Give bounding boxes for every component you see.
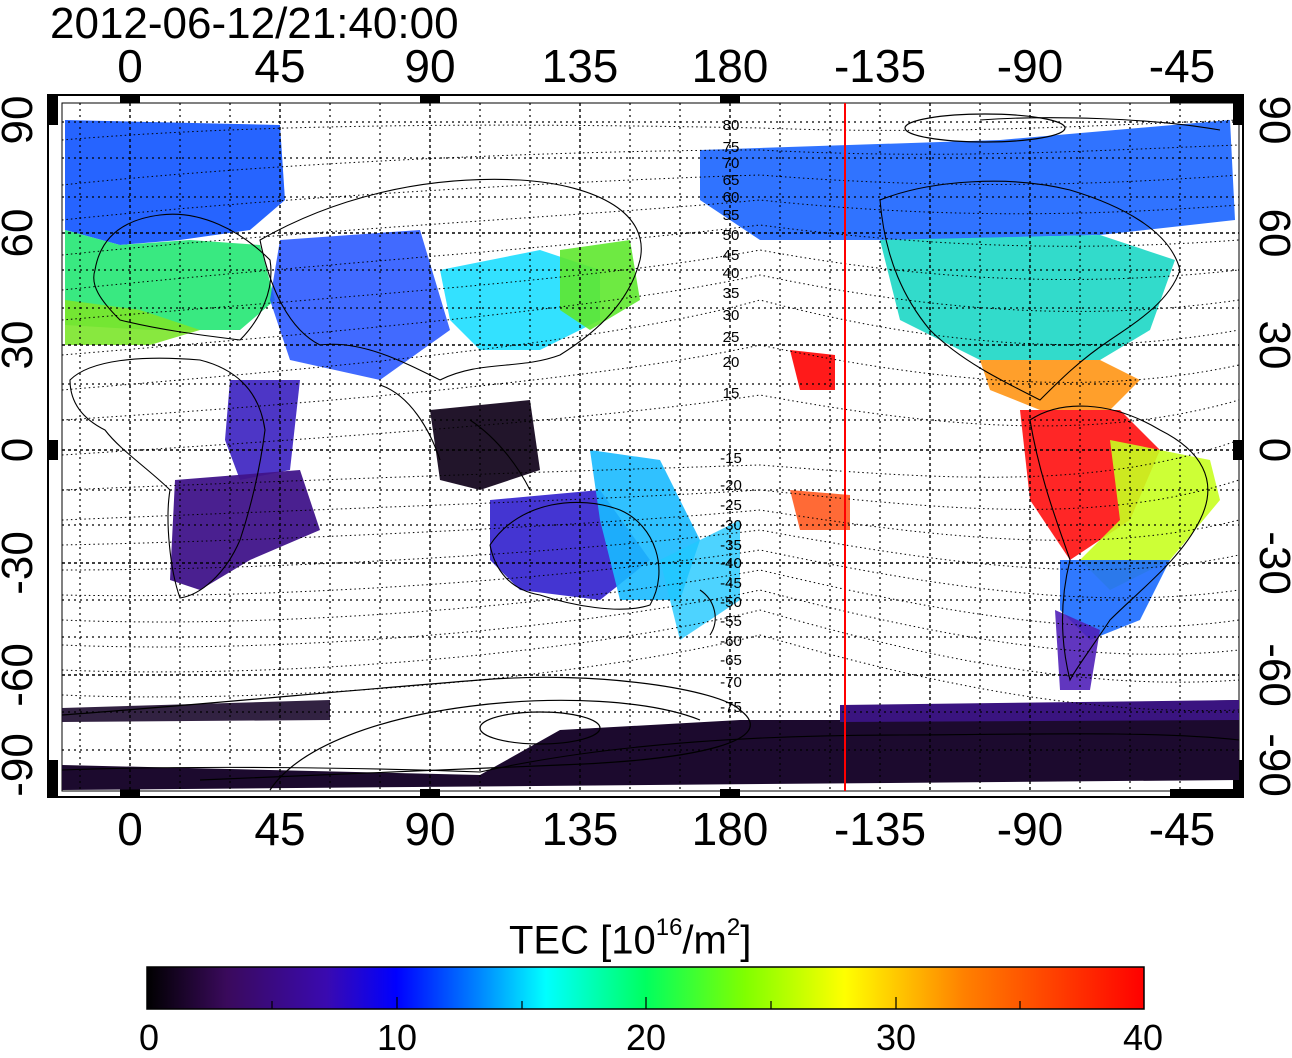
left-lat-label: -60 — [0, 643, 42, 707]
right-lat-labels: 90 60 30 0 -30 -60 -90 — [1250, 96, 1292, 797]
timestamp-title: 2012-06-12/21:40:00 — [50, 0, 459, 48]
bottom-lon-label: 45 — [254, 803, 305, 855]
contour-label: 55 — [723, 207, 740, 224]
tec-patch-south-america-mid — [1080, 440, 1220, 590]
top-lon-labels: 0 45 90 135 180 -135 -90 -45 — [117, 40, 1215, 92]
tec-patch-pacific-mixed — [790, 490, 850, 530]
left-lat-label: 0 — [0, 438, 42, 462]
contour-label: 25 — [723, 329, 740, 346]
colorbar-ticks — [271, 997, 1021, 1009]
colorbar-title-exp1: 16 — [655, 914, 683, 941]
tec-patch-eurasia-north — [65, 120, 285, 245]
left-lat-label: 60 — [0, 209, 42, 258]
tec-patch-africa-south — [170, 470, 320, 590]
colorbar-title-end: ] — [740, 918, 752, 963]
contour-label: -50 — [720, 594, 742, 611]
contour-label: 50 — [723, 227, 740, 244]
tec-patch-south-america-south — [1060, 560, 1170, 640]
contour-label: 75 — [723, 139, 740, 156]
bottom-lon-label: -135 — [834, 803, 926, 855]
left-lat-label: -30 — [0, 531, 42, 595]
contour-label: 15 — [723, 385, 740, 402]
left-lat-label: 90 — [0, 96, 42, 145]
colorbar-tick-label: 0 — [138, 1017, 160, 1058]
tec-patch-antarctica-edge — [840, 700, 1239, 722]
tec-patch-central-america — [980, 360, 1140, 410]
contour-label: 80 — [723, 117, 740, 134]
top-lon-label: -90 — [997, 40, 1063, 92]
colorbar-tick-label: 30 — [875, 1017, 917, 1058]
colorbar-tick-label: 40 — [1122, 1017, 1164, 1058]
contour-label: 20 — [723, 354, 740, 371]
right-lat-label: -30 — [1250, 531, 1292, 595]
contour-label: 60 — [723, 189, 740, 206]
colorbar-tick-label: 10 — [376, 1017, 418, 1058]
contour-label: -35 — [720, 537, 742, 554]
left-lat-labels: 90 60 30 0 -30 -60 -90 — [0, 96, 42, 797]
left-lat-label: 30 — [0, 321, 42, 370]
top-lon-label: 0 — [117, 40, 143, 92]
tec-patch-indonesia — [430, 400, 540, 490]
graticule — [62, 103, 1239, 791]
tec-patch-europe — [65, 230, 275, 330]
colorbar-title-exp2: 2 — [726, 914, 741, 941]
top-lon-label: -135 — [834, 40, 926, 92]
contour-label: -70 — [720, 674, 742, 691]
contour-label: -55 — [720, 613, 742, 630]
top-lon-label: -45 — [1149, 40, 1215, 92]
contour-label: -25 — [720, 497, 742, 514]
contour-label: -65 — [720, 652, 742, 669]
bottom-lon-label: 90 — [404, 803, 455, 855]
magnetic-contours — [62, 119, 1239, 712]
contour-label: -30 — [720, 517, 742, 534]
contour-label: -20 — [720, 477, 742, 494]
top-lon-label: 90 — [404, 40, 455, 92]
contour-label: 30 — [723, 307, 740, 324]
top-lon-label: 45 — [254, 40, 305, 92]
tec-patch-pacific-red — [790, 350, 835, 390]
right-lat-label: 30 — [1250, 321, 1292, 370]
bottom-lon-label: 0 — [117, 803, 143, 855]
colorbar-title-main: TEC [10 — [509, 918, 656, 963]
right-lat-label: 90 — [1250, 96, 1292, 145]
bottom-lon-labels: 0 45 90 135 180 -135 -90 -45 — [117, 803, 1215, 855]
right-lat-label: -60 — [1250, 643, 1292, 707]
contour-label: 45 — [723, 247, 740, 264]
colorbar-tick-label: 20 — [625, 1017, 667, 1058]
top-lon-label: 135 — [542, 40, 619, 92]
colorbar-title-mid: /m — [682, 918, 727, 963]
right-lat-label: 0 — [1250, 438, 1292, 462]
contour-label: 35 — [723, 285, 740, 302]
colorbar-title: TEC [1016/m2] — [509, 908, 751, 964]
coastlines — [62, 117, 1239, 773]
tec-patch-africa-east — [225, 380, 300, 480]
tec-patch-south-ocean-left — [62, 700, 330, 722]
bottom-lon-label: 135 — [542, 803, 619, 855]
tec-patch-north-america-high — [700, 120, 1235, 240]
contour-label: 65 — [723, 172, 740, 189]
bottom-lon-label: 180 — [692, 803, 769, 855]
top-lon-label: 180 — [692, 40, 769, 92]
right-lat-label: -90 — [1250, 733, 1292, 797]
contour-label: -60 — [720, 633, 742, 650]
graticule-major — [62, 103, 1239, 791]
contour-label: -40 — [720, 555, 742, 572]
left-lat-label: -90 — [0, 733, 42, 797]
tec-patch-north-america — [880, 235, 1175, 360]
bottom-lon-label: -90 — [997, 803, 1063, 855]
tec-patch-patagonia — [1055, 610, 1100, 690]
contour-label: -15 — [720, 450, 742, 467]
contour-label: -45 — [720, 575, 742, 592]
bottom-lon-label: -45 — [1149, 803, 1215, 855]
right-lat-label: 60 — [1250, 209, 1292, 258]
tec-patch-antarctica — [62, 700, 1239, 790]
contour-label: -75 — [720, 699, 742, 716]
contour-label: 40 — [723, 265, 740, 282]
contour-label: 70 — [723, 155, 740, 172]
